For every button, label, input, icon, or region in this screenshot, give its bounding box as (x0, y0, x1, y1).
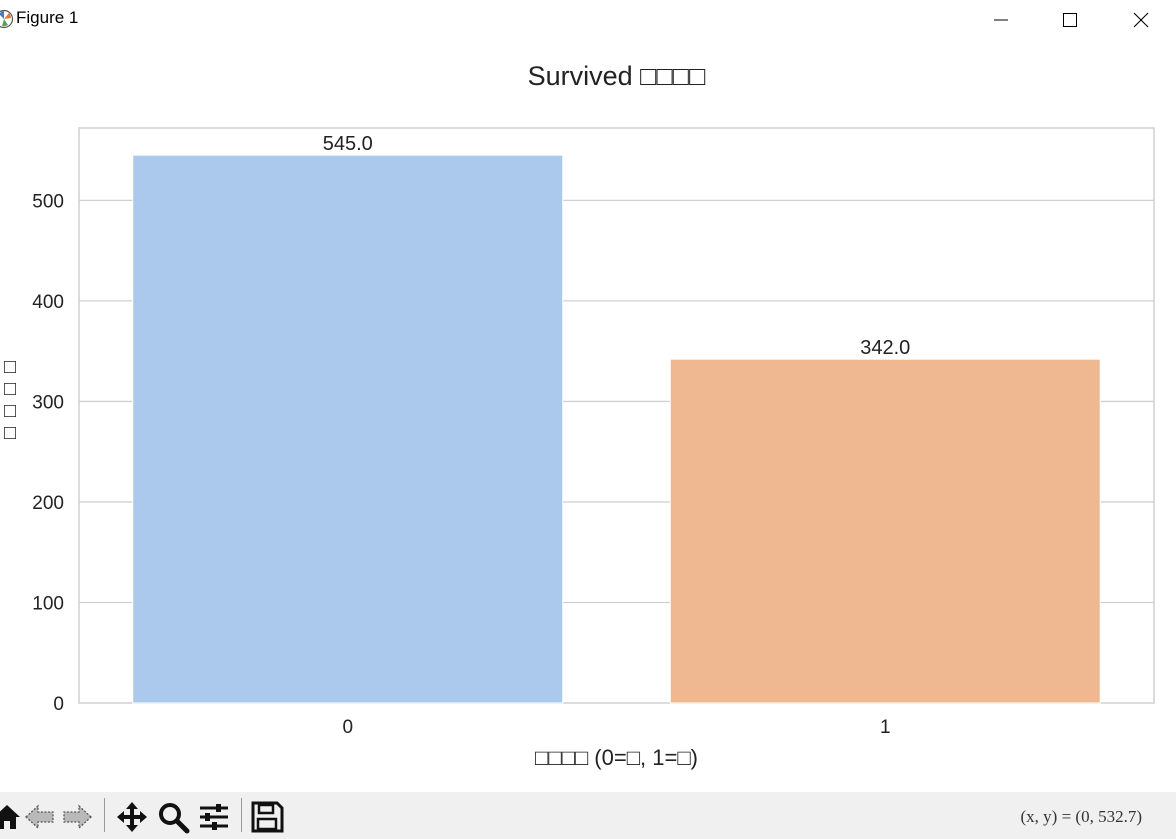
back-icon[interactable] (23, 800, 57, 834)
window-title: Figure 1 (16, 8, 79, 27)
title-bar: Figure 1 (0, 0, 1176, 40)
matplotlib-icon (0, 9, 14, 29)
cursor-coordinates: (x, y) = (0, 532.7) (1020, 807, 1142, 826)
bar-0 (132, 154, 564, 704)
y-tick-label: 200 (32, 493, 64, 514)
y-tick-label: 500 (32, 191, 64, 212)
y-tick-label: 100 (32, 593, 64, 614)
data-label: 545.0 (323, 133, 373, 155)
toolbar-separator (104, 798, 105, 832)
y-tick-label: 400 (32, 292, 64, 313)
y-tick-label: 300 (32, 392, 64, 413)
bar-chart: 0 100 200 300 400 500 545.0 0 342.0 1 Survived □□□… (0, 61, 1155, 770)
forward-icon[interactable] (60, 800, 94, 834)
minimize-icon (994, 19, 1008, 21)
toolbar-separator (241, 798, 242, 832)
close-icon (1133, 12, 1149, 28)
zoom-icon[interactable] (156, 800, 190, 834)
x-tick-label: 1 (880, 717, 891, 738)
data-label: 342.0 (860, 337, 910, 359)
minimize-button[interactable] (978, 0, 1024, 40)
y-axis-label: □□□□ (0, 356, 21, 444)
maximize-icon (1063, 13, 1077, 27)
pan-icon[interactable] (115, 800, 149, 834)
x-tick-label: 0 (342, 717, 353, 738)
figure-canvas[interactable]: 0 100 200 300 400 500 545.0 0 342.0 1 Survived □□□… (0, 40, 1176, 792)
maximize-button[interactable] (1047, 0, 1093, 40)
x-axis-label: □□□□ (0=□, 1=□) (535, 745, 698, 770)
navigation-toolbar: (x, y) = (0, 532.7) (0, 792, 1176, 839)
home-icon[interactable] (0, 800, 24, 834)
close-button[interactable] (1118, 0, 1164, 40)
bar-1 (669, 358, 1101, 704)
y-tick-label: 0 (53, 694, 64, 715)
chart-title: Survived □□□□ (528, 61, 706, 91)
save-icon[interactable] (250, 800, 284, 834)
configure-subplots-icon[interactable] (197, 800, 231, 834)
